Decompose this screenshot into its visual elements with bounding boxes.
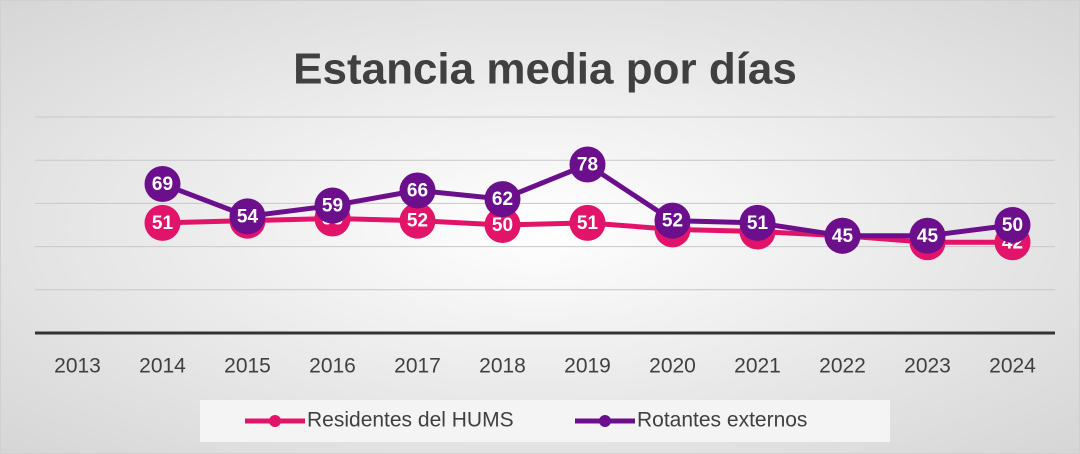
data-label: 69 — [152, 174, 173, 195]
data-label: 50 — [1002, 215, 1023, 236]
data-point — [314, 187, 351, 224]
x-tick-label: 2024 — [989, 355, 1036, 378]
data-point — [484, 207, 521, 243]
data-label: 45 — [832, 226, 854, 247]
x-tick-label: 2017 — [394, 355, 441, 378]
data-label: 45 — [917, 226, 939, 247]
data-point — [654, 202, 691, 239]
data-label: 78 — [577, 155, 598, 176]
data-label: 52 — [662, 211, 683, 232]
data-point — [909, 217, 946, 254]
data-label: 51 — [152, 213, 174, 234]
data-label: 59 — [322, 196, 343, 217]
data-label: 54 — [237, 206, 259, 227]
x-tick-label: 2016 — [309, 355, 356, 378]
data-label: 66 — [407, 180, 428, 201]
data-label: 62 — [492, 189, 513, 210]
data-point — [994, 207, 1031, 243]
data-point — [144, 204, 181, 241]
data-point — [569, 146, 606, 183]
legend-box — [200, 400, 890, 442]
x-tick-label: 2022 — [819, 355, 866, 378]
data-point — [399, 202, 436, 239]
data-label: 52 — [407, 211, 428, 232]
chart-title: Estancia media por días — [293, 45, 797, 94]
x-tick-label: 2020 — [649, 355, 696, 378]
data-point — [569, 204, 606, 241]
x-tick-label: 2018 — [479, 355, 526, 378]
x-tick-label: 2019 — [564, 355, 611, 378]
data-point — [739, 204, 776, 241]
x-tick-label: 2021 — [734, 355, 781, 378]
data-point — [484, 181, 521, 218]
x-tick-label: 2014 — [139, 355, 186, 378]
data-label: 51 — [577, 213, 599, 234]
legend-label: Residentes del HUMS — [307, 409, 514, 432]
data-point — [229, 198, 266, 235]
data-point — [144, 165, 181, 202]
data-label: 51 — [747, 213, 769, 234]
legend-marker — [269, 415, 281, 427]
legend-marker — [599, 415, 611, 427]
x-tick-label: 2015 — [224, 355, 271, 378]
data-label: 50 — [492, 215, 513, 236]
x-tick-label: 2013 — [54, 355, 101, 378]
data-point — [824, 217, 861, 254]
data-point — [399, 172, 436, 209]
legend-label: Rotantes externos — [637, 409, 807, 432]
x-tick-label: 2023 — [904, 355, 951, 378]
